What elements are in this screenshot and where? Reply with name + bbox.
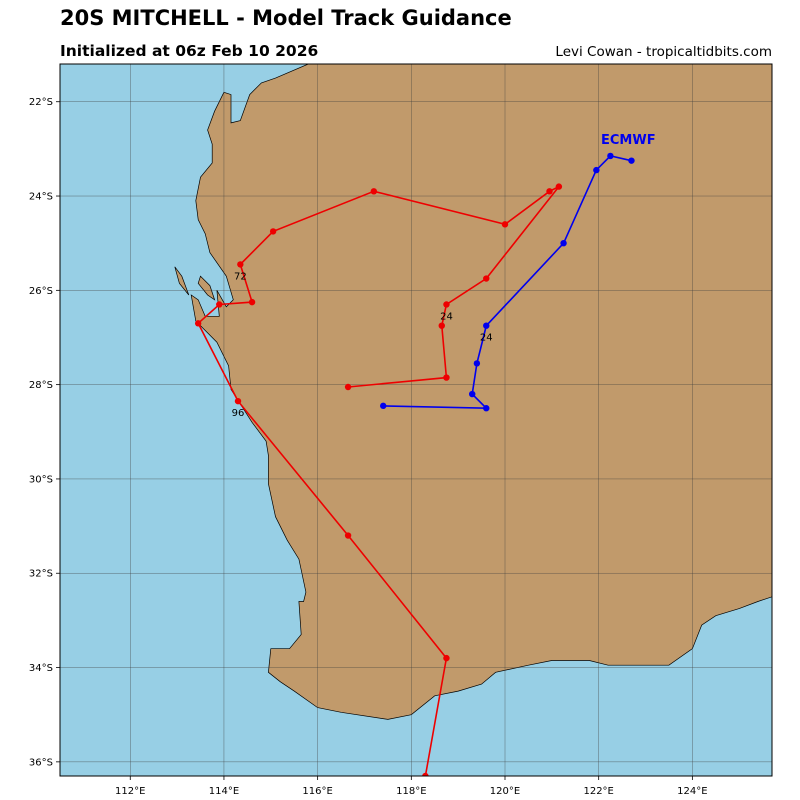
chart-title: 20S MITCHELL - Model Track Guidance xyxy=(60,6,512,30)
forecast-hour-label: 96 xyxy=(232,408,245,419)
init-time-subtitle: Initialized at 06z Feb 10 2026 xyxy=(60,42,319,60)
map-frame xyxy=(59,63,773,777)
australia-land xyxy=(190,64,772,720)
model-label-ecmwf: ECMWF xyxy=(601,133,656,148)
source-credit: Levi Cowan - tropicaltidbits.com xyxy=(555,44,772,60)
track-point xyxy=(607,152,614,160)
lon-tick-label: 116°E xyxy=(302,786,332,797)
forecast-hour-label: 24 xyxy=(440,311,453,322)
lon-tick-label: 118°E xyxy=(396,786,426,797)
track-point xyxy=(344,383,352,391)
plot-area: 24 96 72 24 ECMWF xyxy=(60,64,772,776)
lat-tick-label: 30°S xyxy=(29,474,53,485)
track-point xyxy=(593,166,600,174)
lon-tick-label: 120°E xyxy=(490,786,520,797)
lat-tick-label: 26°S xyxy=(29,286,53,297)
lat-tick-label: 34°S xyxy=(29,663,53,674)
track-point xyxy=(469,390,476,398)
track-point xyxy=(483,275,490,282)
track-point xyxy=(344,532,352,539)
track-point xyxy=(473,360,481,367)
track-point xyxy=(248,298,256,306)
lat-tick-label: 36°S xyxy=(29,757,53,768)
track-point xyxy=(560,239,567,247)
track-point xyxy=(216,301,223,308)
island-2 xyxy=(197,275,216,301)
track-point xyxy=(546,188,553,195)
track-point xyxy=(443,374,450,381)
track-point xyxy=(483,322,490,329)
lon-tick-label: 114°E xyxy=(209,786,239,797)
lon-tick-label: 124°E xyxy=(677,786,707,797)
forecast-hour-label: 72 xyxy=(234,271,247,282)
track-point xyxy=(422,772,429,776)
track-point xyxy=(380,402,387,410)
lat-tick-label: 32°S xyxy=(29,569,53,580)
track-point xyxy=(234,397,242,405)
track-point xyxy=(370,188,378,195)
island-1 xyxy=(174,266,190,296)
track-point xyxy=(483,405,490,412)
lon-tick-label: 112°E xyxy=(115,786,145,797)
forecast-hour-label: 24 xyxy=(480,333,493,344)
track-ecmwf xyxy=(380,152,635,412)
track-point xyxy=(443,301,450,308)
track-point xyxy=(443,654,450,662)
lon-tick-label: 122°E xyxy=(583,786,613,797)
track-point xyxy=(555,183,563,190)
track-point xyxy=(237,261,244,268)
track-point xyxy=(194,320,202,327)
lat-tick-label: 28°S xyxy=(29,380,53,391)
track-point xyxy=(269,228,277,235)
lat-tick-label: 24°S xyxy=(29,192,53,203)
track-point xyxy=(438,322,445,329)
lat-tick-label: 22°S xyxy=(29,97,53,108)
track-line xyxy=(197,185,560,776)
track-point xyxy=(628,157,635,164)
track-point xyxy=(501,221,509,228)
track-model-2 xyxy=(194,183,563,776)
